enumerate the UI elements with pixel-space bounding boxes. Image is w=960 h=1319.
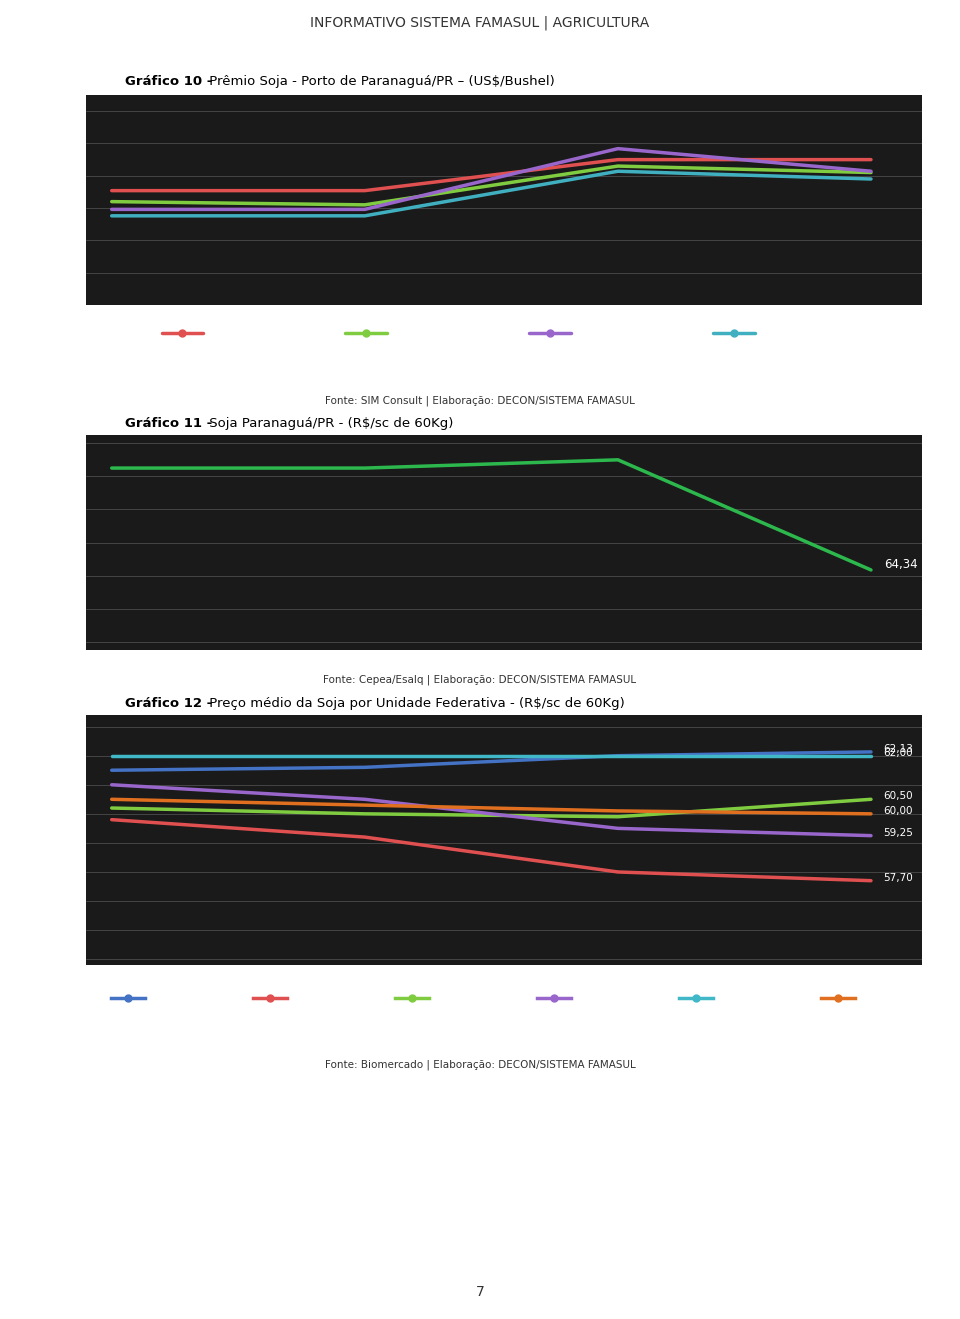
Text: Gráfico 11 -: Gráfico 11 - [125,417,212,430]
Text: Gráfico 10 -: Gráfico 10 - [125,75,212,88]
Text: Soja Paranaguá/PR - (R$/sc de 60Kg): Soja Paranaguá/PR - (R$/sc de 60Kg) [205,417,454,430]
Text: SC: SC [863,991,878,1004]
Text: Fonte: SIM Consult | Elaboração: DECON/SISTEMA FAMASUL: Fonte: SIM Consult | Elaboração: DECON/S… [325,394,635,405]
Text: 62,00: 62,00 [883,748,913,757]
Text: RS: RS [721,991,736,1004]
Text: mai/15: mai/15 [396,326,437,339]
Text: jul/15: jul/15 [763,326,796,339]
Text: MT: MT [437,991,454,1004]
Text: MS: MS [296,991,313,1004]
Text: Preço médio da Soja por Unidade Federativa - (R$/sc de 60Kg): Preço médio da Soja por Unidade Federati… [205,696,625,710]
Text: Fonte: Cepea/Esalq | Elaboração: DECON/SISTEMA FAMASUL: Fonte: Cepea/Esalq | Elaboração: DECON/S… [324,675,636,686]
Text: 59,25: 59,25 [883,827,914,838]
Text: Gráfico 12 -: Gráfico 12 - [125,696,212,710]
Text: GO: GO [154,991,172,1004]
Text: 57,70: 57,70 [883,873,913,882]
Text: 62,13: 62,13 [883,744,914,754]
Text: abr/15: abr/15 [211,326,251,339]
Text: 60,00: 60,00 [883,806,913,816]
Text: jun/15: jun/15 [579,326,616,339]
Text: 60,50: 60,50 [883,791,913,802]
Text: INFORMATIVO SISTEMA FAMASUL | AGRICULTURA: INFORMATIVO SISTEMA FAMASUL | AGRICULTUR… [310,15,650,29]
Text: 64,34: 64,34 [883,558,917,571]
Text: Prêmio Soja - Porto de Paranaguá/PR – (US$/Bushel): Prêmio Soja - Porto de Paranaguá/PR – (U… [205,75,555,88]
Text: Fonte: Biomercado | Elaboração: DECON/SISTEMA FAMASUL: Fonte: Biomercado | Elaboração: DECON/SI… [324,1060,636,1071]
Text: PR: PR [579,991,594,1004]
Text: 7: 7 [475,1285,485,1299]
